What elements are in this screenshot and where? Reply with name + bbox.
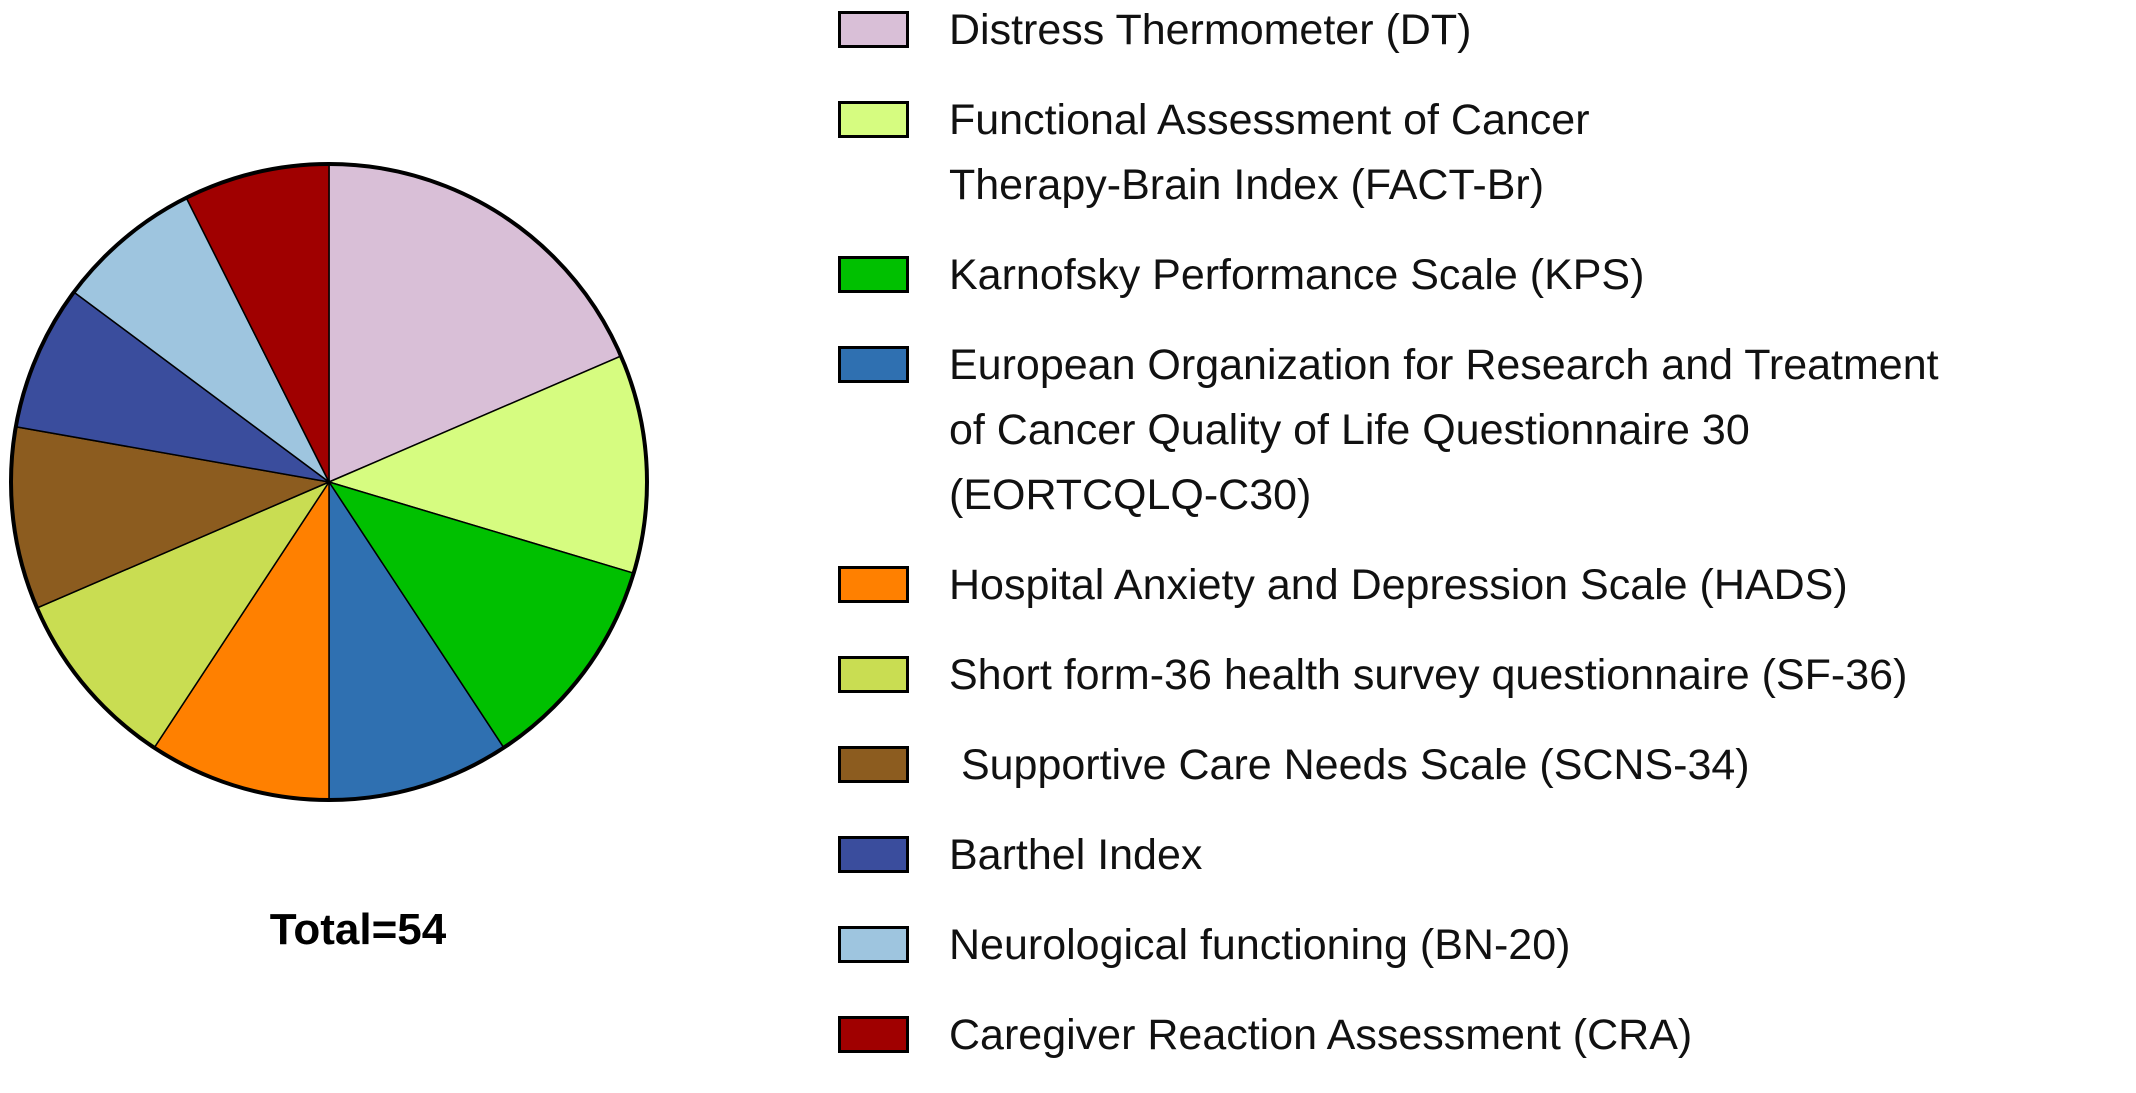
- legend: Distress Thermometer (DT) Functional Asse…: [838, 0, 2136, 1093]
- legend-item: Karnofsky Performance Scale (KPS): [838, 243, 2136, 308]
- legend-label: Short form-36 health survey questionnair…: [949, 651, 1908, 699]
- pie-outline: [9, 162, 649, 802]
- legend-swatch: [838, 346, 909, 383]
- legend-swatch: [838, 101, 909, 138]
- legend-label: European Organization for Research and T…: [949, 341, 1939, 519]
- pie-chart: [9, 162, 649, 802]
- legend-item: Neurological functioning (BN-20): [838, 913, 2136, 978]
- legend-swatch: [838, 746, 909, 783]
- legend-label: Barthel Index: [949, 831, 1203, 879]
- legend-label: Distress Thermometer (DT): [949, 6, 1472, 54]
- legend-label: Hospital Anxiety and Depression Scale (H…: [949, 561, 1848, 609]
- legend-item: Hospital Anxiety and Depression Scale (H…: [838, 553, 2136, 618]
- legend-swatch: [838, 926, 909, 963]
- legend-swatch: [838, 1016, 909, 1053]
- legend-item: European Organization for Research and T…: [838, 333, 2136, 528]
- legend-item: Short form-36 health survey questionnair…: [838, 643, 2136, 708]
- legend-swatch: [838, 566, 909, 603]
- legend-label: Supportive Care Needs Scale (SCNS-34): [949, 741, 1750, 789]
- legend-label: Karnofsky Performance Scale (KPS): [949, 251, 1645, 299]
- total-label: Total=54: [269, 905, 447, 954]
- legend-swatch: [838, 656, 909, 693]
- legend-label: Caregiver Reaction Assessment (CRA): [949, 1011, 1693, 1059]
- legend-item: Functional Assessment of Cancer Therapy-…: [838, 88, 2136, 218]
- legend-item: Caregiver Reaction Assessment (CRA): [838, 1003, 2136, 1068]
- legend-swatch: [838, 11, 909, 48]
- legend-item: Barthel Index: [838, 823, 2136, 888]
- legend-swatch: [838, 836, 909, 873]
- legend-label: Neurological functioning (BN-20): [949, 921, 1571, 969]
- legend-swatch: [838, 256, 909, 293]
- legend-item: Supportive Care Needs Scale (SCNS-34): [838, 733, 2136, 798]
- legend-label: Functional Assessment of Cancer Therapy-…: [949, 96, 1590, 209]
- legend-item: Distress Thermometer (DT): [838, 0, 2136, 63]
